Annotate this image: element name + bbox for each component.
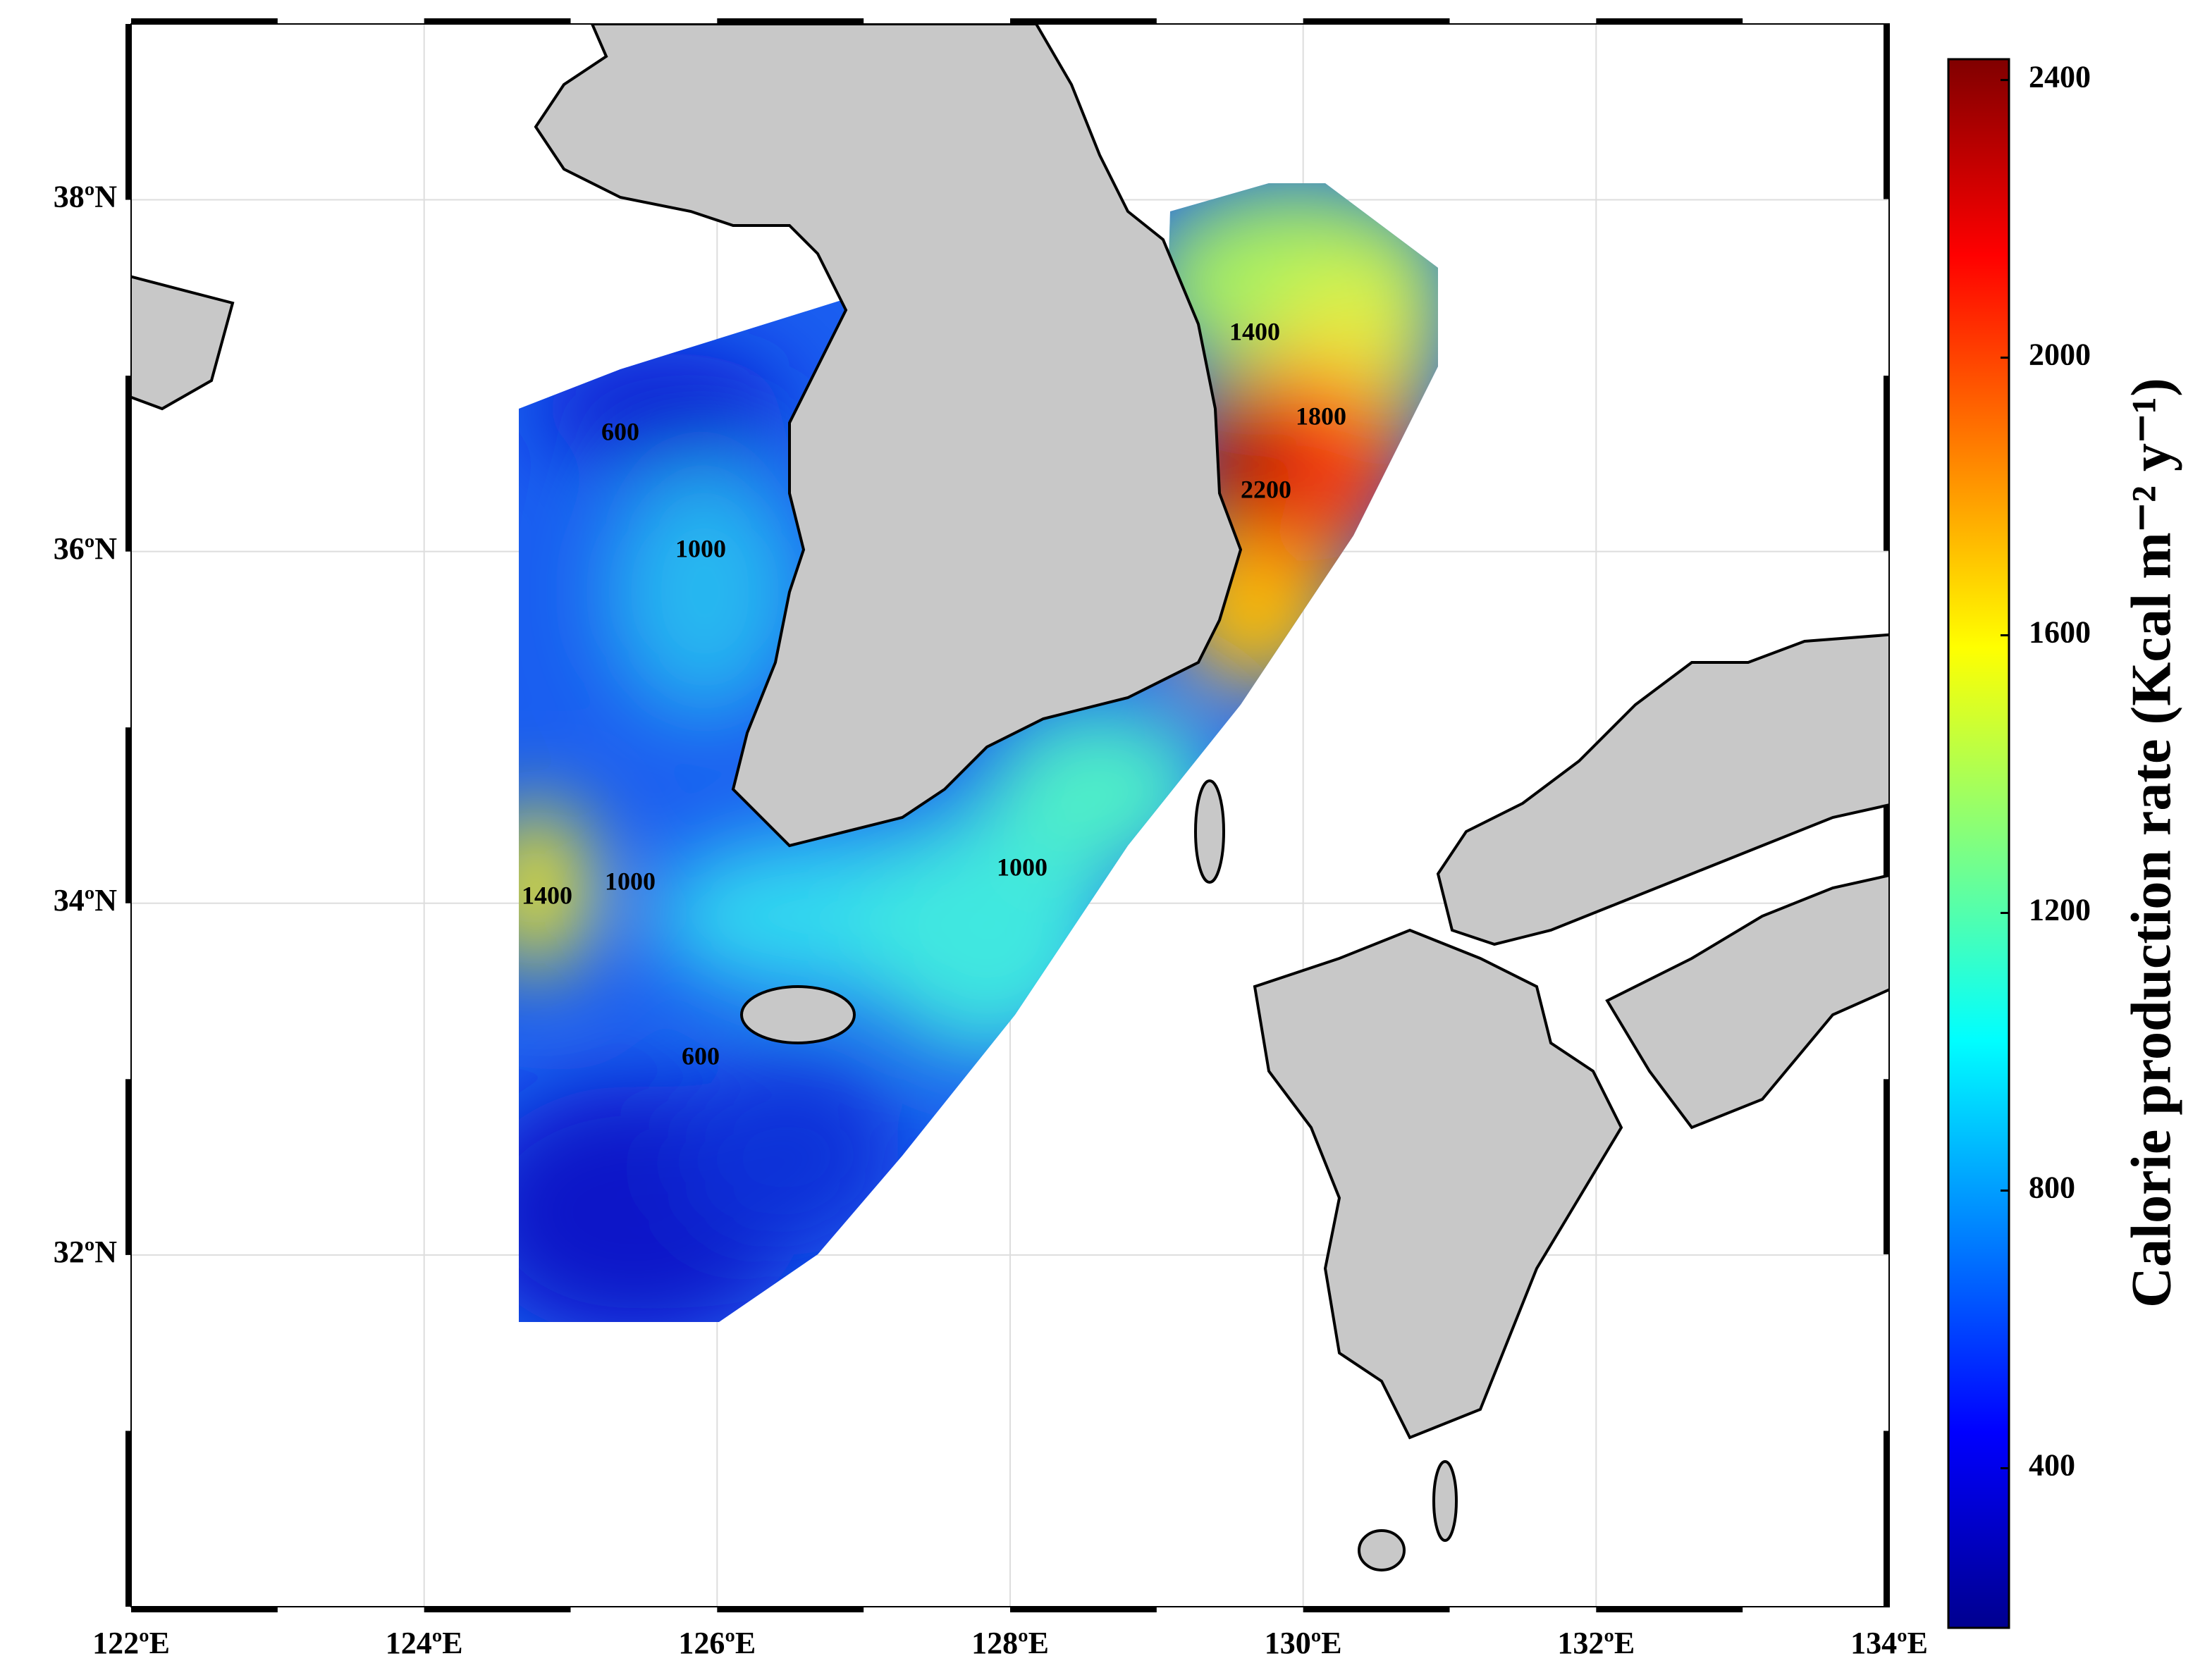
frame-bar bbox=[1596, 1607, 1743, 1612]
korea bbox=[534, 24, 1243, 848]
frame-bar bbox=[125, 727, 131, 903]
frame-bar bbox=[125, 1431, 131, 1607]
contour-label: 1400 bbox=[1229, 317, 1280, 345]
y-tick-label: 32ºN bbox=[54, 1235, 118, 1269]
contour-label: 600 bbox=[601, 417, 639, 445]
colorbar-tick-label: 1600 bbox=[2029, 615, 2091, 650]
x-tick-label: 132ºE bbox=[1557, 1626, 1635, 1660]
contour-label: 2200 bbox=[1241, 475, 1291, 503]
tsushima bbox=[1194, 779, 1225, 884]
axes: 122ºE 124ºE 126ºE 128ºE 130ºE 132ºE 134ºE 32ºN 3… bbox=[54, 18, 1928, 1660]
frame-bar bbox=[1010, 1607, 1157, 1612]
colorbar-tick-label: 1200 bbox=[2029, 893, 2091, 927]
frame-bar bbox=[1303, 18, 1450, 24]
land bbox=[131, 24, 1889, 1571]
kyushu bbox=[1253, 928, 1623, 1440]
china-coast bbox=[131, 275, 235, 411]
frame-bar bbox=[424, 18, 571, 24]
frame-bar bbox=[131, 1607, 278, 1612]
frame-bar bbox=[424, 1607, 571, 1612]
contour-label: 1000 bbox=[605, 867, 656, 895]
colorbar-scale bbox=[1947, 58, 2010, 1629]
frame-bar bbox=[1303, 1607, 1450, 1612]
yakushima bbox=[1432, 1460, 1458, 1542]
y-tick-label: 36ºN bbox=[54, 531, 118, 566]
x-tick-label: 134ºE bbox=[1850, 1626, 1928, 1660]
x-tick-label: 122ºE bbox=[92, 1626, 170, 1660]
frame bbox=[130, 23, 1890, 1607]
contour-label: 1800 bbox=[1296, 402, 1346, 430]
colorbar-label: Calorie production rate (Kcal m⁻² y⁻¹) bbox=[2120, 378, 2182, 1308]
frame-bar bbox=[125, 376, 131, 552]
x-tick-label: 128ºE bbox=[971, 1626, 1049, 1660]
frame-bar bbox=[125, 24, 131, 200]
tanegashima bbox=[1358, 1529, 1406, 1571]
frame-bar bbox=[1884, 1431, 1889, 1607]
honshu bbox=[1436, 633, 1889, 946]
colorbar-tick-label: 2000 bbox=[2029, 338, 2091, 372]
frame-bar bbox=[1596, 18, 1743, 24]
contour-label: 1000 bbox=[675, 534, 726, 562]
jeju bbox=[740, 985, 856, 1044]
shikoku bbox=[1605, 874, 1889, 1130]
colorbar-tick-label: 800 bbox=[2029, 1171, 2075, 1205]
x-tick-label: 126ºE bbox=[678, 1626, 756, 1660]
colorbar-tick-label: 400 bbox=[2029, 1448, 2075, 1483]
y-tick-label: 34ºN bbox=[54, 883, 118, 918]
frame-bar bbox=[717, 18, 864, 24]
frame-bar bbox=[717, 1607, 864, 1612]
frame-bar bbox=[125, 1079, 131, 1255]
colorbar: 400 800 1200 1600 2000 2400 bbox=[1947, 58, 2091, 1629]
contour-label: 600 bbox=[682, 1042, 720, 1070]
x-tick-label: 130ºE bbox=[1265, 1626, 1342, 1660]
frame-bar bbox=[1884, 1079, 1889, 1255]
colorbar-tick-label: 2400 bbox=[2029, 60, 2091, 94]
contour-labels: 600 1000 1400 1800 2200 1000 1400 1000 600 bbox=[522, 317, 1346, 1070]
frame-bar bbox=[1884, 376, 1889, 552]
frame-bar bbox=[1884, 24, 1889, 200]
x-tick-label: 124ºE bbox=[386, 1626, 463, 1660]
y-tick-label: 38ºN bbox=[54, 180, 118, 214]
frame-bar bbox=[1010, 18, 1157, 24]
frame-bar bbox=[1884, 727, 1889, 903]
contour-label: 1400 bbox=[522, 881, 572, 909]
frame-bar bbox=[131, 18, 278, 24]
contour-label: 1000 bbox=[997, 853, 1047, 881]
